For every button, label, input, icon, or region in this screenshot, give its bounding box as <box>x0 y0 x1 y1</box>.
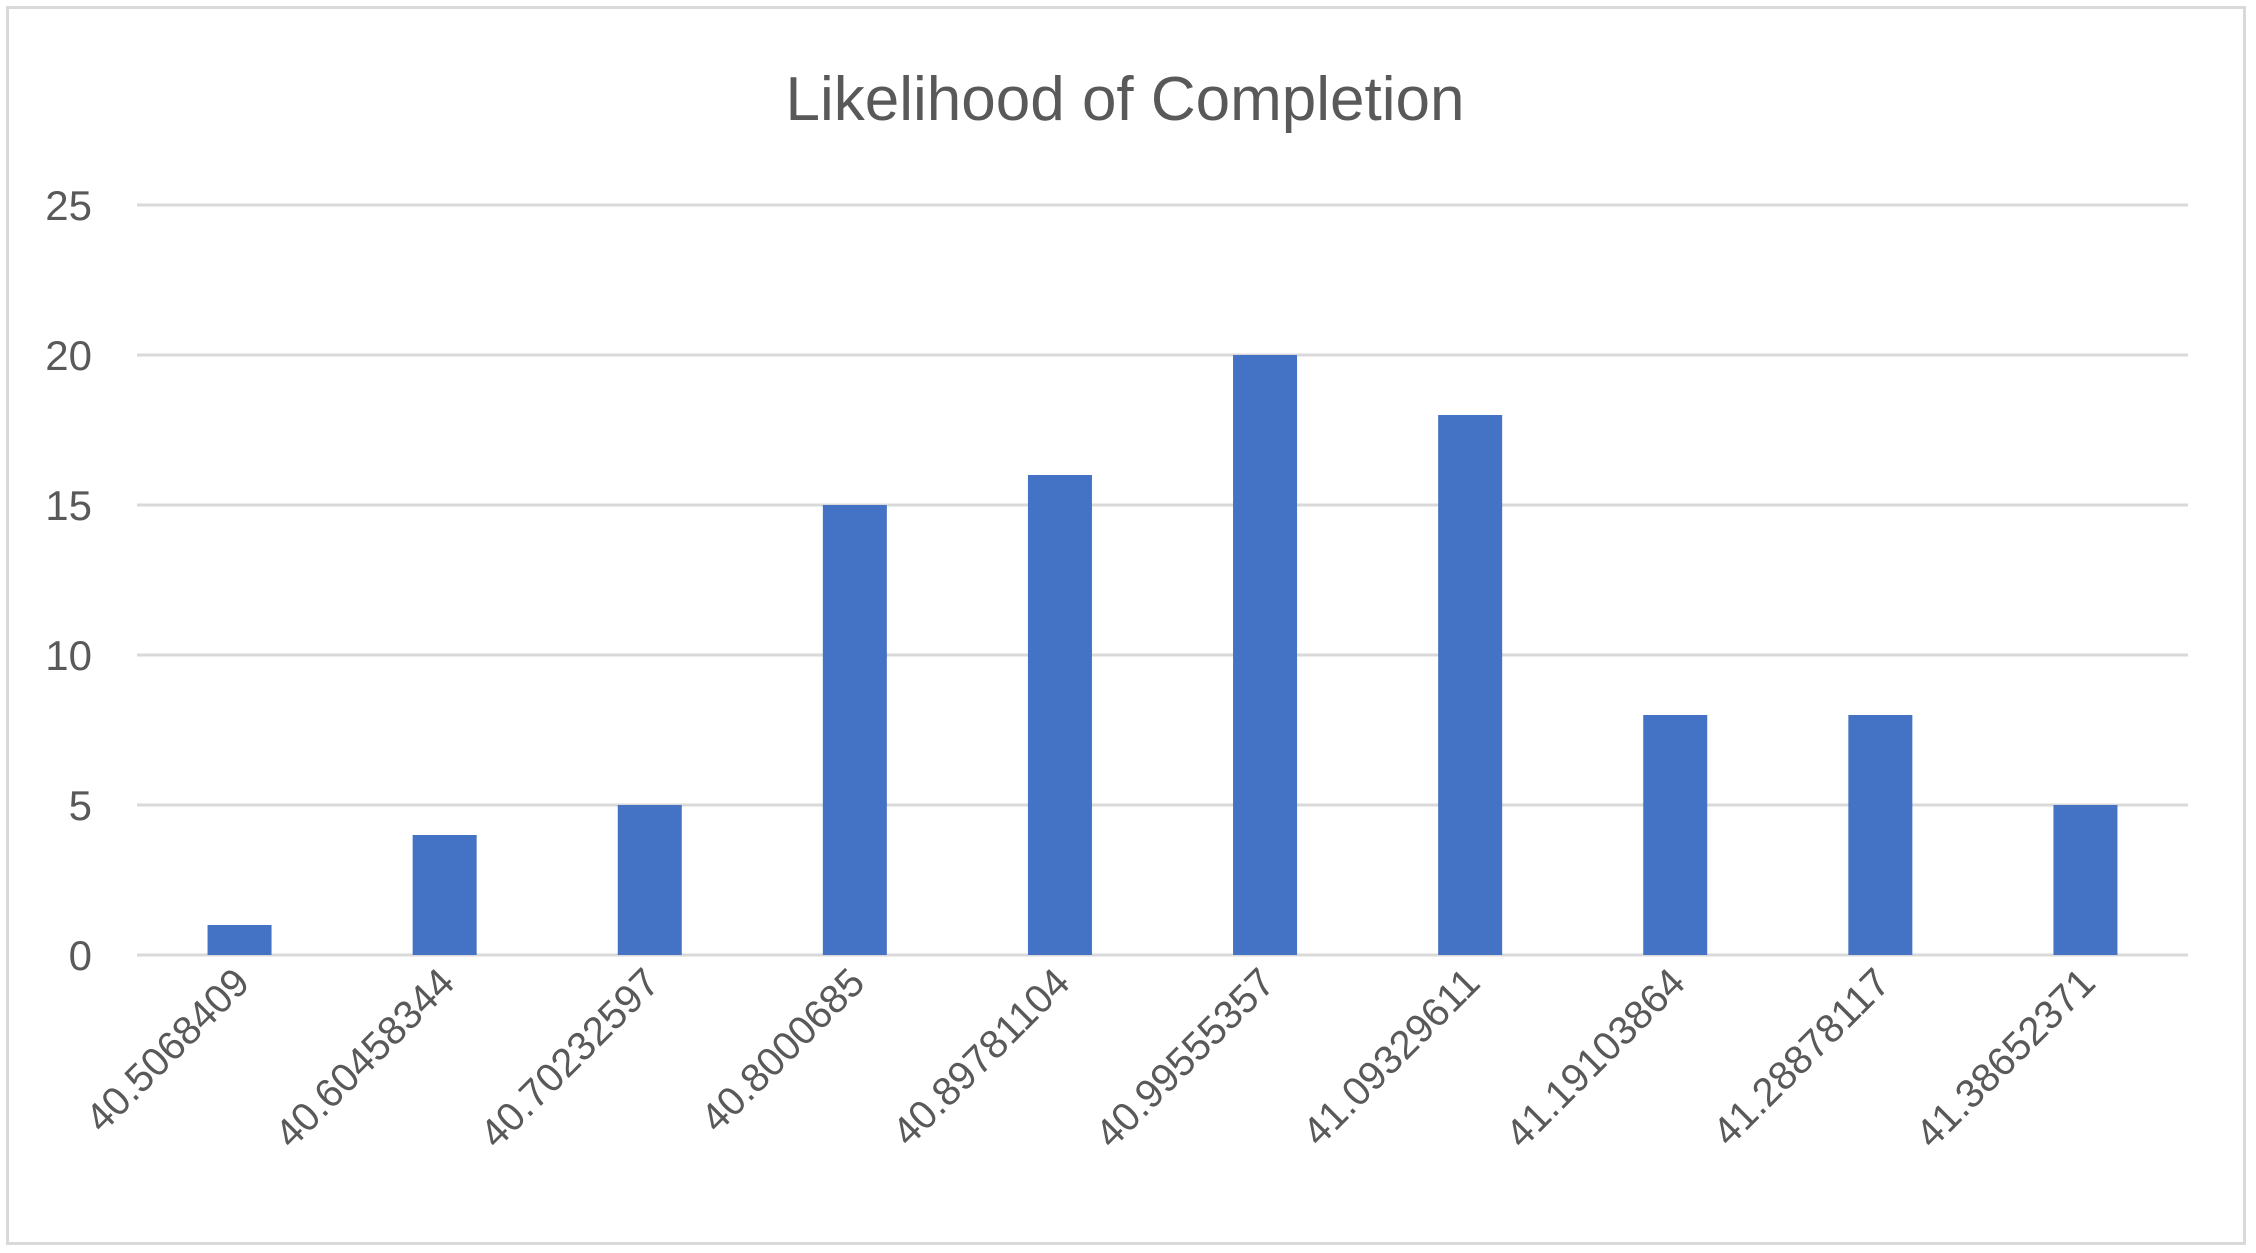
bar <box>1643 715 1708 955</box>
y-axis-ticks: 0 5 10 15 20 25 <box>45 182 92 979</box>
bar <box>617 805 682 955</box>
x-tick-label: 40.70232597 <box>472 960 668 1156</box>
bar <box>1848 715 1913 955</box>
chart-frame <box>6 6 2246 1245</box>
x-tick-label: 40.8000685 <box>693 960 874 1141</box>
y-tick-label: 15 <box>45 482 92 529</box>
x-tick-label: 41.38652371 <box>1908 960 2104 1156</box>
y-tick-label: 5 <box>69 782 92 829</box>
y-tick-label: 20 <box>45 332 92 379</box>
x-axis-ticks: 40.5068409 40.60458344 40.70232597 40.80006… <box>77 960 2103 1156</box>
bar <box>207 925 272 955</box>
gridlines <box>137 203 2188 957</box>
bar <box>1438 415 1503 955</box>
bar <box>1027 475 1092 955</box>
bar <box>2053 805 2118 955</box>
x-tick-label: 41.19103864 <box>1497 960 1693 1156</box>
x-tick-label: 41.09329611 <box>1294 960 1488 1154</box>
y-tick-label: 10 <box>45 632 92 679</box>
bar <box>1233 355 1298 955</box>
bars <box>207 355 2118 955</box>
x-tick-label: 40.5068409 <box>77 960 258 1141</box>
y-tick-label: 0 <box>69 932 92 979</box>
x-tick-label: 40.60458344 <box>267 960 463 1156</box>
x-tick-label: 40.99555357 <box>1087 960 1283 1156</box>
bar <box>412 835 477 955</box>
y-tick-label: 25 <box>45 182 92 229</box>
bar <box>822 505 887 955</box>
x-tick-label: 41.28878117 <box>1705 960 1899 1154</box>
chart-title: Likelihood of Completion <box>786 65 1465 134</box>
x-tick-label: 40.89781104 <box>884 960 1078 1154</box>
